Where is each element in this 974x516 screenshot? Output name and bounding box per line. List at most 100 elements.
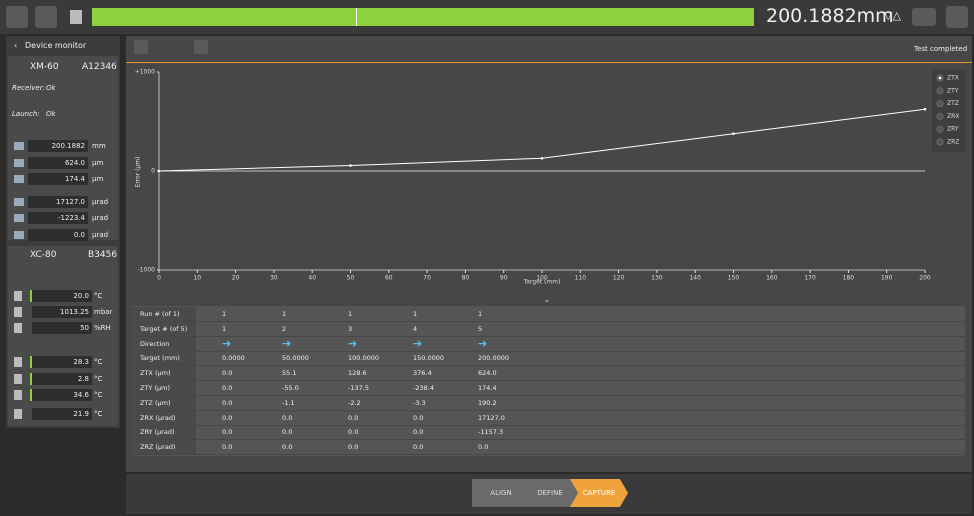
x-tick-label: 60	[385, 275, 393, 282]
row-label: Target # (of 5)	[140, 324, 188, 333]
cell: 0.0	[222, 413, 233, 422]
step-button[interactable]: CAPTURE	[570, 479, 628, 507]
back-arrow[interactable]: ‹	[14, 41, 18, 50]
row-label: ZTY (µm)	[140, 384, 170, 392]
x-tick-label: 100	[536, 275, 548, 282]
row-divider	[132, 335, 965, 337]
cell: 0.0	[282, 413, 293, 422]
cell: 0.0	[413, 443, 424, 452]
legend-label: ZRY	[947, 126, 959, 133]
reading-value: 0.0	[28, 229, 88, 241]
cell: -137.5	[348, 384, 369, 392]
play-button[interactable]	[134, 40, 148, 54]
row-divider	[132, 321, 965, 322]
reading-unit: µrad	[92, 198, 109, 206]
legend-label: ZTX	[947, 75, 959, 82]
row-divider	[132, 380, 965, 382]
device-name: XM-60	[30, 62, 59, 72]
cell: 1	[282, 310, 287, 318]
y-tick-label: +1000	[135, 69, 155, 76]
reading-value: -1223.4	[28, 212, 88, 224]
launch-label: Launch:	[12, 110, 40, 118]
reading-unit: µm	[92, 175, 104, 183]
x-tick-label: 170	[804, 275, 816, 282]
legend-label: ZRX	[947, 113, 959, 120]
reading-icon	[14, 175, 24, 183]
cell: 55.1	[282, 369, 297, 378]
reading-icon	[14, 390, 22, 400]
x-tick-label: 50	[347, 275, 355, 282]
reading-unit: °C	[94, 292, 103, 300]
row-divider	[132, 365, 965, 367]
legend-radio[interactable]	[936, 87, 944, 95]
home-button[interactable]	[6, 6, 28, 28]
row-label: Direction	[140, 339, 170, 348]
step-button[interactable]: DEFINE	[521, 479, 579, 507]
zoom-button[interactable]	[912, 8, 936, 26]
cell: 150.0000	[413, 354, 445, 363]
cell: 0.0	[222, 398, 233, 407]
legend-radio[interactable]	[936, 125, 944, 133]
x-tick-label: 10	[193, 275, 201, 282]
reading-value: 28.3	[32, 356, 92, 368]
reading-icon	[14, 214, 24, 222]
data-line	[158, 108, 926, 172]
reading-icon	[14, 409, 22, 419]
legend-radio[interactable]	[936, 100, 944, 108]
reading-icon	[14, 231, 24, 239]
cell: 0.0	[222, 428, 233, 437]
cell: 0.0000	[222, 354, 245, 363]
row-label: ZRZ (µrad)	[140, 443, 176, 452]
cell: 0.0	[222, 384, 233, 392]
cell: 1	[478, 310, 483, 318]
x-tick-label: 180	[843, 275, 855, 282]
legend-radio[interactable]	[936, 112, 944, 120]
menu-button[interactable]	[946, 6, 968, 28]
device-serial: A12346	[82, 62, 117, 72]
row-label-cell	[132, 366, 196, 381]
x-tick-label: 160	[766, 275, 778, 282]
divider	[126, 62, 972, 63]
reading-value: 50	[32, 322, 92, 334]
y-tick-label: 0	[151, 168, 155, 175]
cell: 1	[222, 324, 227, 333]
data-point	[349, 164, 352, 167]
reading-icon	[14, 307, 22, 317]
row-label: Run # (of 1)	[140, 310, 180, 318]
cell: 0.0	[222, 443, 233, 452]
legend-radio[interactable]	[936, 138, 944, 146]
x-tick-label: 110	[575, 275, 587, 282]
target-button[interactable]	[35, 6, 57, 28]
x-tick-label: 130	[651, 275, 663, 282]
table: Run # (of 1) 1 1 1 1 1 Target # (of 5) 1 2 3 4 5 Dir…	[132, 306, 965, 456]
calc-icon	[70, 10, 82, 24]
row-label: Target (mm)	[140, 354, 180, 363]
reading-unit: µrad	[92, 231, 109, 239]
reading-value: 21.9	[32, 408, 92, 420]
direction-arrow: ➔	[282, 336, 292, 350]
device-name: XC-80	[30, 250, 57, 260]
row-label-cell	[132, 336, 196, 351]
cell: 0.0	[413, 413, 424, 422]
collapse-icon[interactable]: ⌄	[544, 296, 550, 304]
x-tick-label: 0	[157, 275, 161, 282]
chart-button[interactable]	[194, 40, 208, 54]
y-tick-label: -1000	[138, 267, 156, 274]
row-label-cell	[132, 425, 196, 440]
step-button[interactable]: ALIGN	[472, 479, 530, 507]
reading-unit: °C	[94, 410, 103, 418]
cell: -1.1	[282, 398, 295, 407]
row-label-cell	[132, 395, 196, 410]
sidebar: ‹ Device monitor XM-60 A12346 Receiver: …	[6, 36, 120, 428]
cell: 0.0	[222, 369, 233, 378]
sidebar-title: Device monitor	[25, 41, 87, 50]
cell: 0.0	[282, 443, 293, 452]
row-divider	[132, 350, 965, 352]
reading-unit: %RH	[94, 324, 111, 332]
receiver-status: Ok	[46, 84, 56, 92]
sort-icon[interactable]: ▽△	[884, 9, 901, 22]
x-tick-label: 150	[728, 275, 740, 282]
x-axis-label: Target (mm)	[523, 279, 561, 286]
cell: 0.0	[478, 443, 489, 452]
